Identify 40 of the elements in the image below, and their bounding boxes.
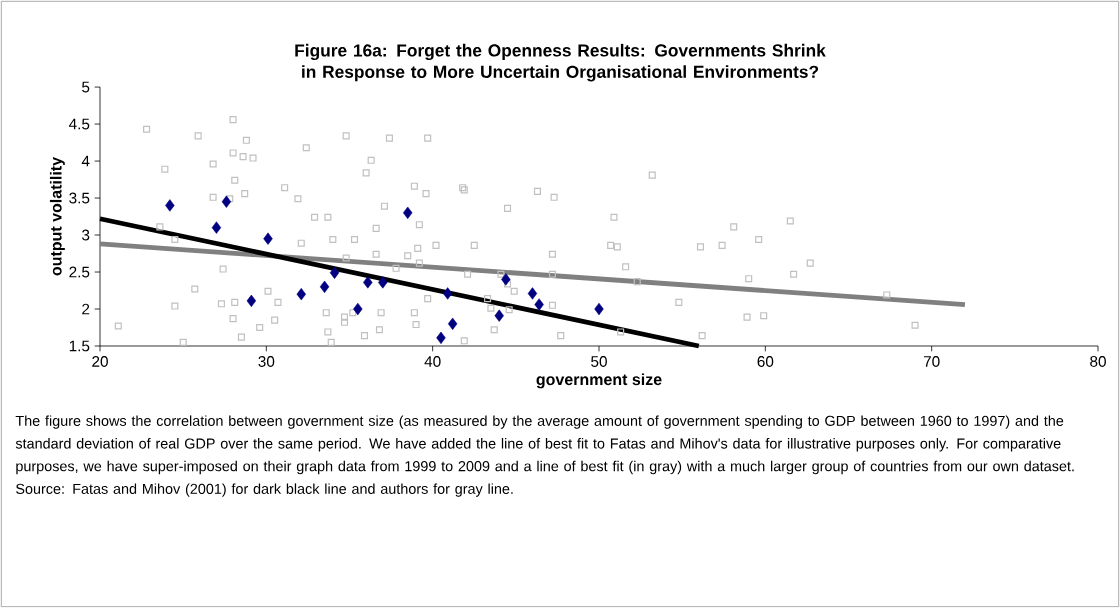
x-tick-label: 30 xyxy=(258,356,275,367)
y-tick-label: 4 xyxy=(81,155,90,167)
point xyxy=(296,288,306,301)
y-axis-title: output volatility xyxy=(49,157,65,276)
source-note: Source: Fatas and Mihov (2001) for dark black line and authors for gray line. xyxy=(16,483,513,497)
y-tick-label: 3.5 xyxy=(69,192,90,204)
y-tick-label: 2 xyxy=(82,303,90,315)
x-tick-label: 40 xyxy=(424,356,441,367)
x-tick-label: 20 xyxy=(92,356,108,367)
y-tick-label: 5 xyxy=(82,81,90,93)
point xyxy=(447,317,458,330)
text: The figure shows the correlation between government size (as measured by the average amount of government spending to GDP between 1960 to 1997) and the standard deviation of real GDP over the same period. We have added the line of best fit to Fatas and Mihov's data for illustrative purposes only. For comparative purposes, we have super-imposed on their graph data from 1999 to 2009 and a line of best fit (in gray) with a much larger group of countries from our own dataset. xyxy=(15,415,1074,475)
point xyxy=(363,276,373,289)
point xyxy=(353,302,363,316)
point xyxy=(527,287,538,300)
point xyxy=(534,298,544,311)
x-tick-label: 70 xyxy=(923,356,940,367)
point xyxy=(211,221,222,234)
y-tick-label: 2.5 xyxy=(69,266,90,278)
point xyxy=(442,287,453,300)
point xyxy=(246,294,257,308)
y-tick-label: 4.5 xyxy=(69,118,90,130)
point xyxy=(494,309,504,322)
x-tick-label: 80 xyxy=(1090,356,1106,367)
x-tick-label: 60 xyxy=(757,356,774,367)
y-tick-label: 3 xyxy=(82,229,90,241)
point xyxy=(263,232,273,245)
point xyxy=(594,302,604,316)
point xyxy=(403,206,413,219)
x-axis-title: government size xyxy=(536,373,662,389)
point xyxy=(329,266,340,279)
chart-title: Figure 16a: Forget the Openness Results: Governments Shrink in Response to More Uncertain Organisational Environments? xyxy=(295,43,826,82)
point xyxy=(221,195,232,208)
x-tick-label: 50 xyxy=(591,356,607,367)
point xyxy=(436,331,446,344)
point xyxy=(378,276,388,289)
y-tick-label: 1.5 xyxy=(69,340,90,352)
point xyxy=(319,280,330,293)
point xyxy=(165,199,175,212)
point xyxy=(501,273,511,286)
